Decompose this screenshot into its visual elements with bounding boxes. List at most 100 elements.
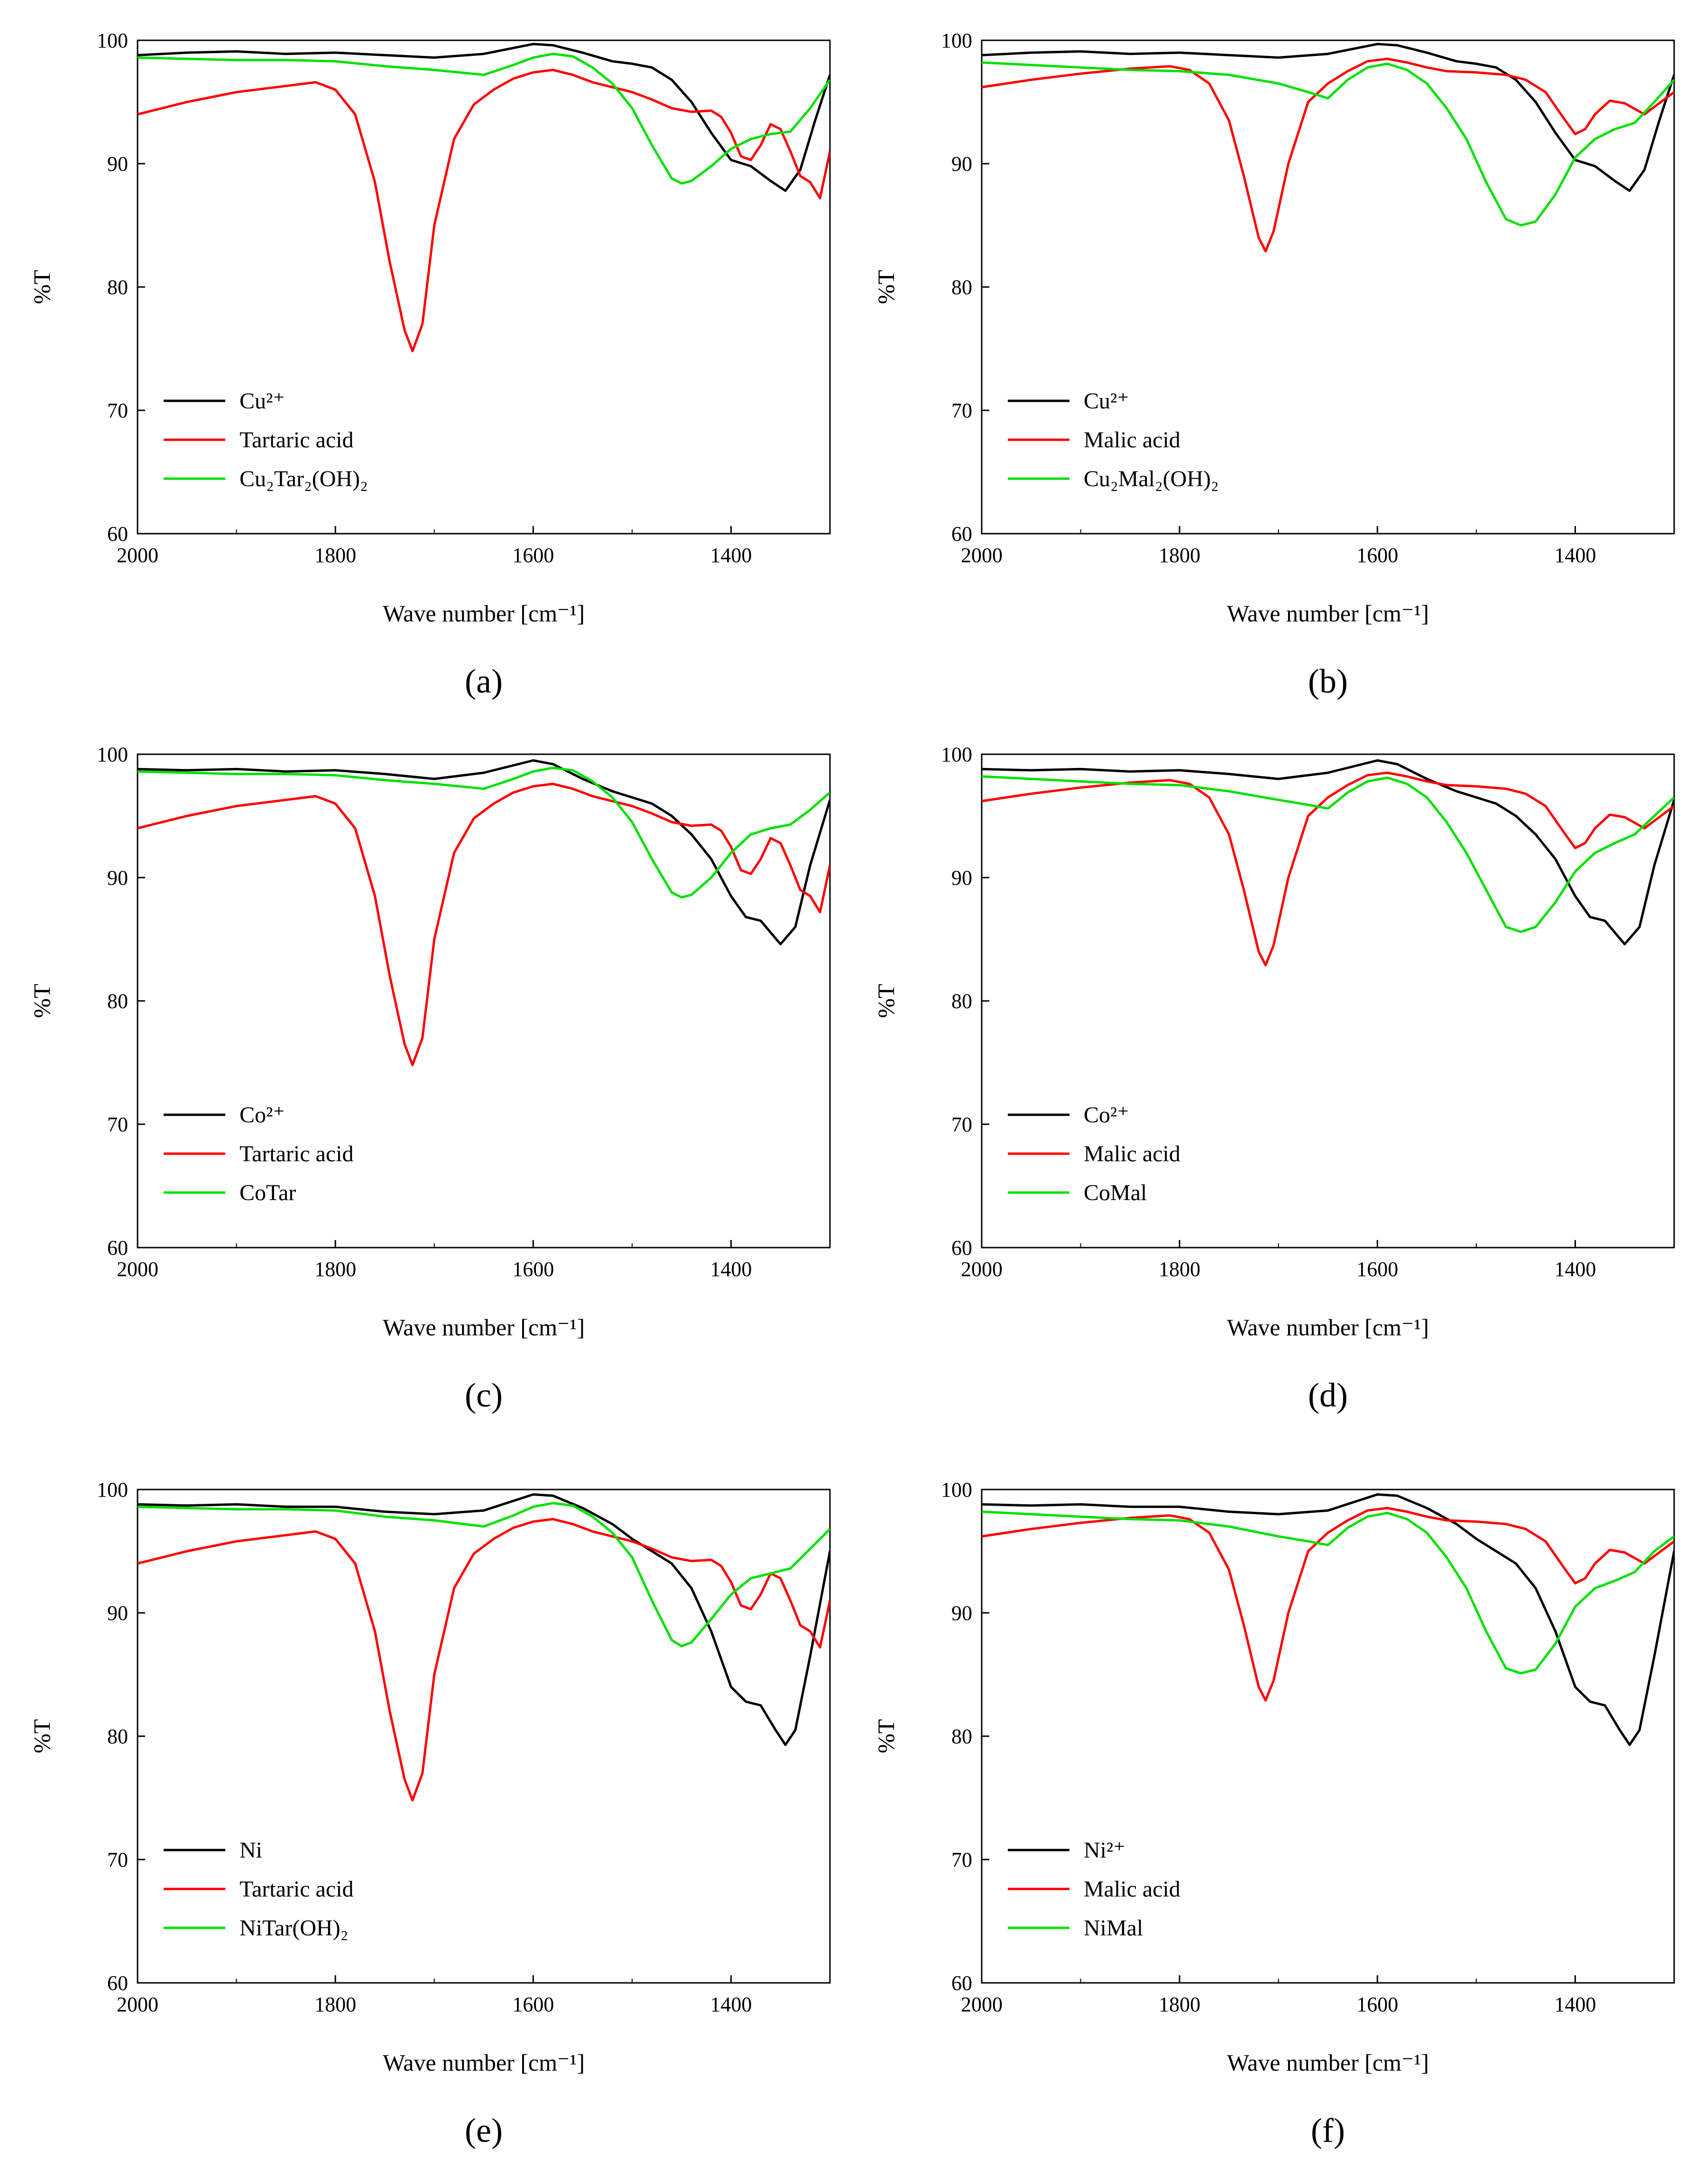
x-tick-label: 1400 xyxy=(710,1258,752,1281)
y-tick-label: 70 xyxy=(951,1848,972,1871)
x-tick-label: 1800 xyxy=(314,1993,356,2016)
x-axis-title: Wave number [cm⁻¹] xyxy=(1227,1314,1429,1341)
chart-panel-5: 2000 1800 1600 1400 60 70 80 90 100 Wave number [… xyxy=(28,1478,831,2149)
series-line-NiTar(OH)₂ xyxy=(138,1502,830,1647)
x-tick-label: 1400 xyxy=(1554,544,1596,567)
y-tick-label: 60 xyxy=(951,1236,972,1259)
y-tick-label: 100 xyxy=(941,29,972,52)
plot-frame xyxy=(981,753,1675,1249)
series-line-Ni xyxy=(138,1493,830,1746)
x-tick-label: 1400 xyxy=(1554,1258,1596,1281)
x-tick-label: 1800 xyxy=(1159,544,1200,567)
y-axis-title: %T xyxy=(28,270,55,304)
series-line-Tartaric acid xyxy=(138,68,830,352)
x-tick-label: 1600 xyxy=(1356,1993,1398,2016)
plot-frame xyxy=(981,1489,1675,1984)
chart-panel-3: 2000 1800 1600 1400 60 70 80 90 100 Wave number [… xyxy=(28,743,831,1414)
series-line-Tartaric acid xyxy=(138,782,830,1066)
y-tick-label: 90 xyxy=(951,152,972,176)
plot-frame xyxy=(137,39,831,535)
x-tick-label: 2000 xyxy=(117,544,158,567)
legend-label: Ni²⁺ xyxy=(1084,1838,1125,1863)
y-tick-label: 80 xyxy=(951,276,972,299)
x-axis-title: Wave number [cm⁻¹] xyxy=(383,600,585,627)
y-tick-label: 70 xyxy=(107,1113,128,1136)
y-tick-label: 70 xyxy=(107,1848,128,1871)
x-tick-label: 1800 xyxy=(314,1258,356,1281)
legend-label: Tartaric acid xyxy=(240,1141,353,1166)
series-line-CoMal xyxy=(982,775,1674,933)
series-line-Malic acid xyxy=(982,771,1674,967)
legend-label: Tartaric acid xyxy=(240,1877,353,1902)
y-tick-label: 60 xyxy=(951,522,972,546)
y-tick-label: 90 xyxy=(951,866,972,889)
series-line-Co²⁺ xyxy=(138,759,830,945)
y-tick-label: 70 xyxy=(951,399,972,422)
x-tick-label: 1400 xyxy=(1554,1993,1596,2016)
x-tick-label: 1400 xyxy=(710,1993,752,2016)
x-tick-label: 2000 xyxy=(961,1258,1003,1281)
x-tick-label: 1600 xyxy=(1356,544,1398,567)
series-line-Cu₂Mal₂(OH)₂ xyxy=(982,61,1674,227)
y-tick-label: 80 xyxy=(107,990,128,1013)
panel-label: (c) xyxy=(465,1376,503,1414)
series-line-CoTar xyxy=(138,767,830,899)
chart-panel-1: 2000 1800 1600 1400 60 70 80 90 100 Wave number [… xyxy=(28,29,831,700)
series-line-Malic acid xyxy=(982,1507,1674,1702)
y-tick-label: 80 xyxy=(951,1725,972,1748)
y-axis-title: %T xyxy=(873,270,899,304)
y-axis-title: %T xyxy=(28,984,55,1018)
panel-label: (a) xyxy=(465,662,503,700)
y-tick-label: 100 xyxy=(97,743,128,766)
x-tick-label: 1800 xyxy=(314,544,356,567)
chart-panel-2: 2000 1800 1600 1400 60 70 80 90 100 Wave number [… xyxy=(873,29,1675,700)
y-tick-label: 70 xyxy=(951,1113,972,1136)
y-tick-label: 100 xyxy=(97,1478,128,1501)
series-line-Cu₂Tar₂(OH)₂ xyxy=(138,53,830,185)
chart-panel-6: 2000 1800 1600 1400 60 70 80 90 100 Wave number [… xyxy=(873,1478,1675,2149)
legend-label: NiTar(OH)₂ xyxy=(240,1916,348,1941)
y-axis-title: %T xyxy=(28,1719,55,1753)
panel-label: (d) xyxy=(1308,1376,1348,1414)
plot-frame xyxy=(981,39,1675,535)
y-tick-label: 70 xyxy=(107,399,128,422)
series-line-Cu²⁺ xyxy=(138,43,830,192)
y-tick-label: 80 xyxy=(951,990,972,1013)
y-tick-label: 80 xyxy=(107,276,128,299)
series-line-Ni²⁺ xyxy=(982,1493,1674,1746)
y-tick-label: 90 xyxy=(107,152,128,176)
legend-label: Malic acid xyxy=(1084,427,1180,453)
x-tick-label: 1800 xyxy=(1159,1258,1200,1281)
series-line-Malic acid xyxy=(982,57,1674,253)
x-axis-title: Wave number [cm⁻¹] xyxy=(383,2049,585,2076)
x-tick-label: 2000 xyxy=(961,544,1003,567)
y-tick-label: 80 xyxy=(107,1725,128,1748)
plot-frame xyxy=(137,753,831,1249)
x-tick-label: 2000 xyxy=(117,1993,158,2016)
legend-label: Cu²⁺ xyxy=(1084,389,1129,414)
x-axis-title: Wave number [cm⁻¹] xyxy=(1227,2049,1429,2076)
y-tick-label: 90 xyxy=(107,866,128,889)
y-tick-label: 90 xyxy=(107,1601,128,1625)
x-tick-label: 2000 xyxy=(117,1258,158,1281)
legend-label: Cu₂Mal₂(OH)₂ xyxy=(1084,466,1219,491)
legend-label: CoMal xyxy=(1084,1180,1147,1205)
legend-label: NiMal xyxy=(1084,1916,1143,1941)
panel-label: (b) xyxy=(1308,662,1348,700)
y-tick-label: 100 xyxy=(97,29,128,52)
y-axis-title: %T xyxy=(873,984,899,1018)
panel-label: (e) xyxy=(465,2111,503,2149)
x-tick-label: 1800 xyxy=(1159,1993,1200,2016)
legend-label: Co²⁺ xyxy=(240,1102,285,1128)
x-tick-label: 1600 xyxy=(512,1258,554,1281)
series-line-Cu²⁺ xyxy=(982,43,1674,192)
legend-label: Cu₂Tar₂(OH)₂ xyxy=(240,466,368,491)
series-line-Co²⁺ xyxy=(982,759,1674,945)
legend-label: Tartaric acid xyxy=(240,427,353,453)
panel-label: (f) xyxy=(1311,2111,1345,2149)
y-tick-label: 60 xyxy=(107,1971,128,1995)
x-tick-label: 1600 xyxy=(1356,1258,1398,1281)
y-tick-label: 60 xyxy=(107,1236,128,1259)
legend-label: Co²⁺ xyxy=(1084,1102,1129,1128)
